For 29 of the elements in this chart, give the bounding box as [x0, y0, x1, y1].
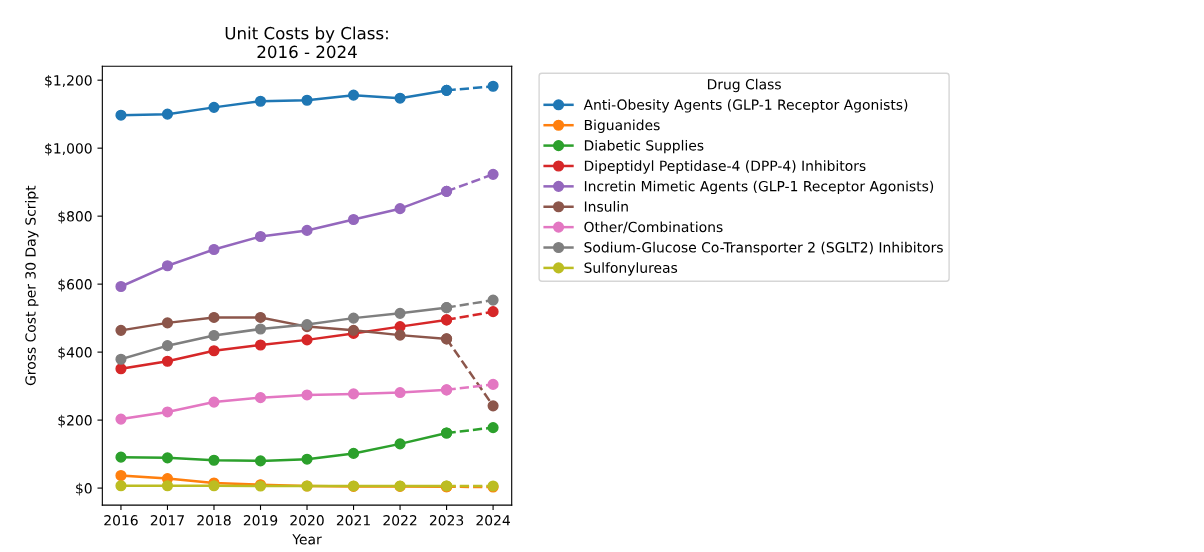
x-tick-label: 2018 [197, 515, 231, 526]
chart-title: Unit Costs by Class: 2016 - 2024 [225, 26, 388, 59]
x-tick-label: 2020 [290, 515, 324, 526]
legend-title: Drug Class [707, 78, 781, 93]
y-tick-label: $800 [58, 210, 92, 224]
y-axis-title: Gross Cost per 30 Day Script [25, 185, 39, 386]
legend-label: Dipeptidyl Peptidase-4 (DPP-4) Inhibitors [584, 160, 866, 174]
legend-label: Diabetic Supplies [584, 139, 704, 154]
x-tick-label: 2017 [150, 515, 184, 526]
y-tick-label: $1,200 [45, 74, 92, 88]
legend-label: Biguanides [584, 119, 660, 133]
y-tick-label: $1,000 [45, 142, 92, 156]
legend-label: Sulfonylureas [584, 262, 678, 276]
legend-label: Anti-Obesity Agents (GLP-1 Receptor Agonists) [583, 99, 908, 113]
x-tick-label: 2019 [243, 515, 278, 526]
x-tick-label: 2023 [429, 515, 464, 526]
y-tick-label: $600 [58, 278, 92, 292]
y-tick-label: $400 [58, 346, 92, 360]
legend-label: Other/Combinations [584, 221, 723, 234]
x-tick-label: 2016 [104, 515, 138, 526]
y-tick-label: $0 [76, 482, 92, 496]
legend-label: Insulin [584, 201, 628, 212]
y-tick-label: $200 [58, 414, 92, 428]
x-tick-label: 2021 [336, 515, 370, 526]
x-tick-label: 2024 [476, 515, 510, 526]
legend-label: Sodium-Glucose Co-Transporter 2 (SGLT2) Inhibitors [584, 241, 943, 256]
x-axis-title: Year [292, 534, 322, 545]
x-tick-label: 2022 [383, 515, 417, 526]
legend-label: Incretin Mimetic Agents (GLP-1 Receptor Agonists) [584, 180, 934, 195]
